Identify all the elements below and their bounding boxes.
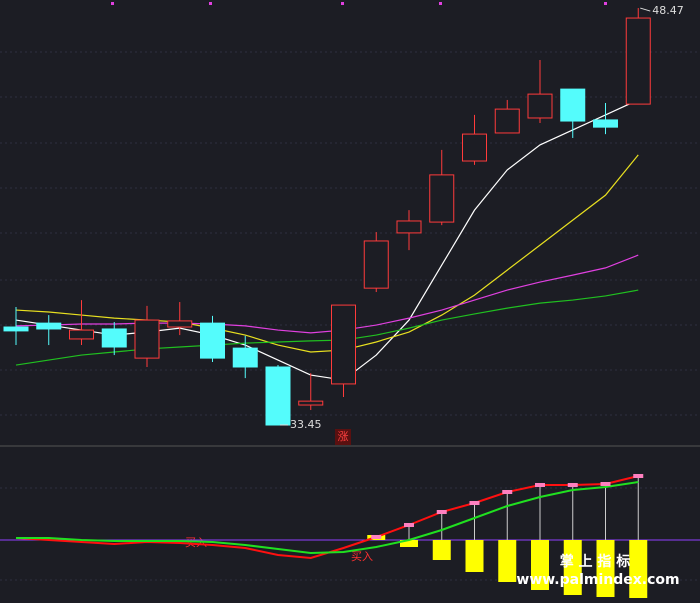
buy-signal: 买入 — [351, 550, 373, 563]
low-label: 33.45 — [290, 418, 322, 431]
indicator-marker — [436, 510, 447, 514]
indicator-marker — [371, 535, 382, 539]
high-label: 48.47 — [652, 4, 684, 17]
label-arrow — [640, 7, 651, 12]
watermark-url: www.palmindex.com — [516, 572, 679, 588]
candle-body — [593, 119, 618, 128]
candle-body — [200, 322, 225, 359]
histogram-bar — [563, 540, 582, 595]
moving-average — [15, 254, 639, 334]
histogram-bar — [531, 540, 549, 590]
candle-body — [36, 322, 62, 330]
candle-body — [232, 347, 258, 368]
candle-body — [462, 133, 487, 162]
marker — [439, 2, 442, 5]
candle-body — [265, 366, 291, 426]
candle-body — [527, 93, 553, 119]
indicator-marker — [600, 482, 611, 486]
histogram-bar — [498, 540, 517, 582]
moving-average — [15, 289, 639, 366]
candle-body — [167, 320, 193, 328]
candle-body — [3, 326, 29, 332]
signal-box — [335, 429, 351, 445]
candle-body — [429, 174, 455, 223]
candle-body — [298, 400, 324, 406]
marker — [341, 2, 344, 5]
histogram-bar — [629, 540, 648, 598]
indicator-marker — [502, 490, 513, 494]
candle-body — [363, 240, 389, 289]
candle-body — [625, 17, 651, 105]
candle-body — [396, 220, 422, 234]
moving-average — [15, 154, 639, 353]
indicator-line — [16, 481, 639, 555]
indicator-marker — [567, 483, 578, 487]
candle-body — [560, 88, 586, 122]
watermark-title: 掌 上 指 标 — [560, 553, 631, 570]
marker — [111, 2, 114, 5]
indicator-marker — [469, 501, 480, 505]
histogram-bar — [596, 540, 615, 597]
candle-body — [69, 329, 94, 340]
candle-body — [101, 328, 127, 348]
marker — [604, 2, 607, 5]
indicator-marker — [404, 523, 414, 527]
plot: 33.45 48.47 — [0, 4, 700, 598]
signal-label: 涨 — [338, 430, 349, 443]
buy-signal: 买入 — [185, 536, 207, 549]
indicator-marker — [633, 474, 644, 478]
candle-body — [331, 304, 356, 385]
histogram-bar — [432, 540, 451, 560]
marker — [209, 2, 212, 5]
candle-body — [134, 319, 160, 359]
histogram-bar — [465, 540, 484, 572]
indicator-marker — [535, 483, 545, 487]
candle-body — [494, 108, 520, 134]
histogram-bar — [400, 540, 418, 547]
top-markers — [111, 2, 607, 5]
